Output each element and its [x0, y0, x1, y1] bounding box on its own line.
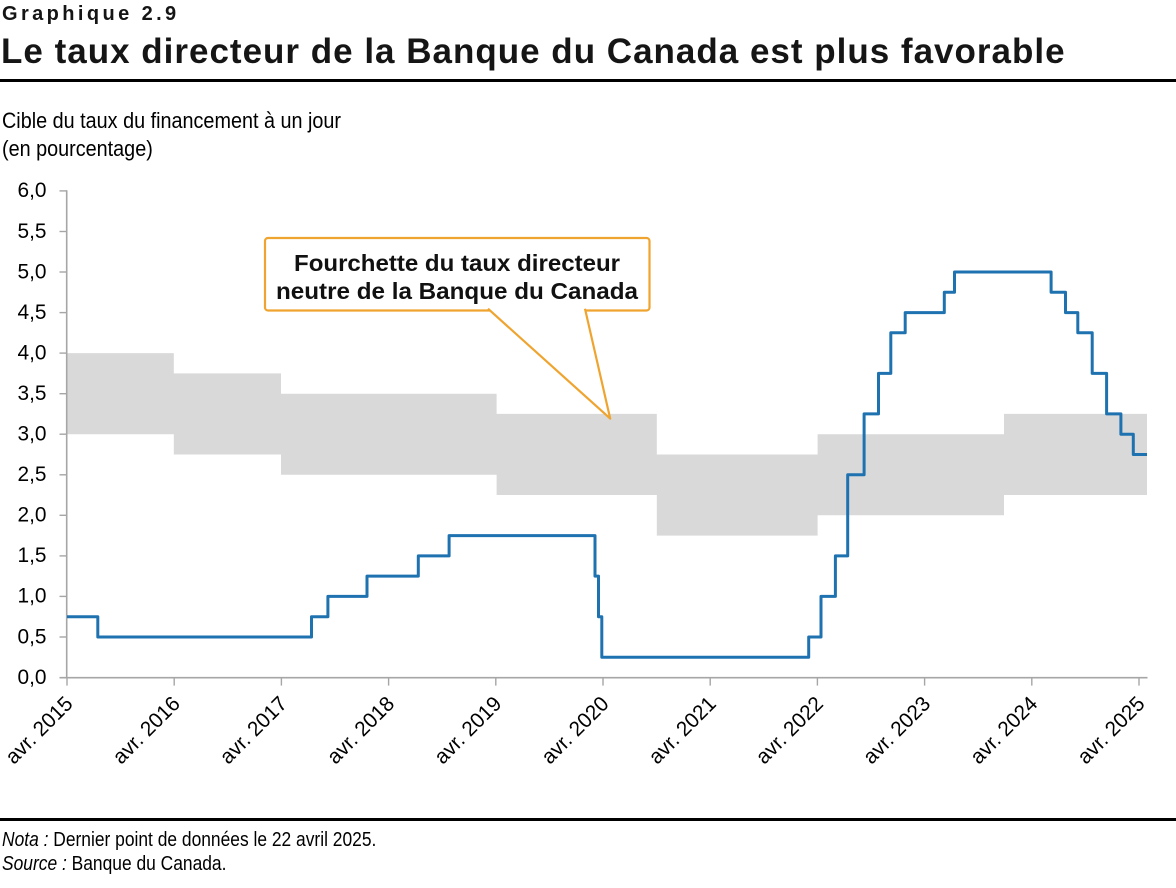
- svg-text:Fourchette du taux directeur: Fourchette du taux directeur: [294, 250, 620, 276]
- svg-text:avr. 2025: avr. 2025: [1073, 692, 1149, 768]
- svg-text:2,0: 2,0: [18, 504, 47, 527]
- svg-text:avr. 2018: avr. 2018: [323, 692, 399, 768]
- svg-text:avr. 2021: avr. 2021: [644, 692, 720, 768]
- svg-text:3,0: 3,0: [18, 423, 47, 446]
- svg-text:neutre de la Banque du Canada: neutre de la Banque du Canada: [276, 278, 638, 304]
- svg-text:4,5: 4,5: [18, 301, 47, 324]
- svg-text:avr. 2019: avr. 2019: [430, 692, 506, 768]
- svg-text:3,5: 3,5: [18, 382, 47, 405]
- svg-text:5,5: 5,5: [18, 220, 47, 243]
- svg-text:6,0: 6,0: [18, 179, 47, 202]
- svg-text:5,0: 5,0: [18, 260, 47, 283]
- svg-text:avr. 2015: avr. 2015: [1, 692, 77, 768]
- svg-text:avr. 2020: avr. 2020: [537, 692, 613, 768]
- svg-text:avr. 2016: avr. 2016: [108, 692, 184, 768]
- svg-text:avr. 2024: avr. 2024: [966, 692, 1043, 769]
- svg-text:2,5: 2,5: [18, 463, 47, 486]
- svg-text:0,0: 0,0: [18, 666, 47, 689]
- svg-text:4,0: 4,0: [18, 341, 47, 364]
- svg-text:avr. 2023: avr. 2023: [859, 692, 935, 768]
- svg-text:avr. 2022: avr. 2022: [752, 692, 828, 768]
- svg-text:1,5: 1,5: [18, 544, 47, 567]
- svg-text:avr. 2017: avr. 2017: [216, 692, 292, 768]
- svg-text:1,0: 1,0: [18, 585, 47, 608]
- svg-text:0,5: 0,5: [18, 625, 47, 648]
